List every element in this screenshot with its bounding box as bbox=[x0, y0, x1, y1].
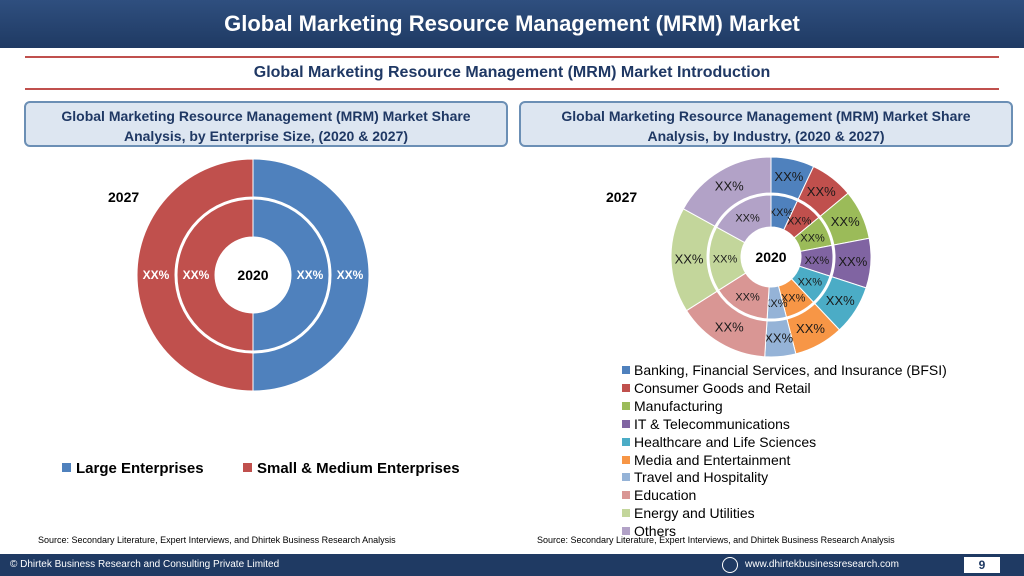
right-outer-year-label: 2027 bbox=[606, 189, 638, 205]
legend-swatch bbox=[622, 366, 630, 374]
legend-label: Education bbox=[634, 487, 697, 504]
data-label: XX% bbox=[763, 298, 788, 310]
legend-item: Others bbox=[622, 523, 947, 541]
right-panel-title: Global Marketing Resource Management (MR… bbox=[519, 101, 1013, 147]
legend-item: Banking, Financial Services, and Insuran… bbox=[622, 362, 947, 380]
legend-label: Energy and Utilities bbox=[634, 505, 755, 522]
slice-2027-0 bbox=[252, 198, 330, 352]
legend-small-medium-enterprises: Small & Medium Enterprises bbox=[243, 460, 460, 477]
data-label: XX% bbox=[787, 216, 812, 228]
data-label: XX% bbox=[800, 232, 825, 244]
data-label: XX% bbox=[735, 212, 760, 224]
legend-item: Energy and Utilities bbox=[622, 505, 947, 523]
legend-swatch bbox=[622, 401, 630, 410]
left-source-note: Source: Secondary Literature, Expert Int… bbox=[38, 535, 396, 545]
globe-icon bbox=[722, 557, 738, 573]
legend-swatch bbox=[622, 473, 630, 482]
legend-item: Manufacturing bbox=[622, 398, 947, 416]
data-label: XX% bbox=[781, 292, 806, 304]
data-label: XX% bbox=[805, 255, 830, 267]
legend-swatch bbox=[622, 509, 630, 518]
legend-item: Healthcare and Life Sciences bbox=[622, 434, 947, 452]
right-source-note: Source: Secondary Literature, Expert Int… bbox=[537, 535, 895, 545]
data-label: XX% bbox=[143, 268, 170, 282]
industry-legend: Banking, Financial Services, and Insuran… bbox=[622, 362, 947, 541]
legend-item: Education bbox=[622, 487, 947, 505]
slice-2020-9 bbox=[682, 156, 772, 227]
legend-swatch bbox=[243, 463, 252, 472]
legend-label: Manufacturing bbox=[634, 397, 723, 414]
legend-item: Travel and Hospitality bbox=[622, 469, 947, 487]
data-label: XX% bbox=[764, 331, 793, 346]
legend-label: Large Enterprises bbox=[76, 460, 204, 477]
data-label: XX% bbox=[831, 214, 860, 229]
slice-2027-1 bbox=[176, 198, 254, 352]
footer-bar: © Dhirtek Business Research and Consulti… bbox=[0, 554, 1024, 576]
data-label: XX% bbox=[774, 169, 803, 184]
data-label: XX% bbox=[337, 268, 364, 282]
legend-swatch bbox=[622, 527, 630, 536]
data-label: XX% bbox=[715, 320, 744, 335]
data-label: XX% bbox=[715, 178, 744, 193]
slice-2027-9 bbox=[715, 194, 772, 244]
data-label: XX% bbox=[796, 321, 825, 336]
legend-label: Healthcare and Life Sciences bbox=[634, 433, 817, 450]
legend-label: Banking, Financial Services, and Insuran… bbox=[634, 362, 947, 378]
data-label: XX% bbox=[297, 268, 324, 282]
data-label: XX% bbox=[807, 184, 836, 199]
left-outer-year-label: 2027 bbox=[108, 189, 140, 205]
footer-website[interactable]: www.dhirtekbusinessresearch.com bbox=[745, 559, 899, 570]
divider-bottom bbox=[25, 88, 999, 90]
legend-item: Consumer Goods and Retail bbox=[622, 380, 947, 398]
data-label: XX% bbox=[769, 207, 794, 219]
data-label: XX% bbox=[826, 293, 855, 308]
slice-2020-1 bbox=[136, 158, 254, 392]
legend-swatch bbox=[622, 455, 630, 464]
legend-item: IT & Telecommunications bbox=[622, 416, 947, 434]
legend-swatch bbox=[622, 383, 630, 392]
center-year-label: 2020 bbox=[755, 249, 786, 265]
data-label: XX% bbox=[183, 268, 210, 282]
data-label: XX% bbox=[735, 292, 760, 304]
legend-swatch bbox=[622, 419, 630, 428]
legend-label: Small & Medium Enterprises bbox=[257, 460, 460, 477]
divider-top bbox=[25, 56, 999, 58]
legend-large-enterprises: Large Enterprises bbox=[62, 460, 204, 477]
section-subtitle: Global Marketing Resource Management (MR… bbox=[253, 64, 771, 81]
legend-swatch bbox=[62, 463, 71, 472]
page-number: 9 bbox=[964, 557, 1000, 573]
legend-item: Media and Entertainment bbox=[622, 452, 947, 470]
legend-swatch bbox=[622, 437, 630, 446]
legend-label: Others bbox=[634, 523, 677, 540]
legend-swatch bbox=[622, 491, 630, 500]
footer-copyright: © Dhirtek Business Research and Consulti… bbox=[10, 559, 280, 570]
header-title: Global Marketing Resource Management (MR… bbox=[0, 0, 1024, 48]
left-panel-title: Global Marketing Resource Management (MR… bbox=[24, 101, 508, 147]
legend-label: Travel and Hospitality bbox=[634, 469, 769, 486]
data-label: XX% bbox=[675, 252, 704, 267]
center-year-label: 2020 bbox=[237, 267, 268, 283]
data-label: XX% bbox=[838, 254, 867, 269]
slice-2020-0 bbox=[252, 158, 370, 392]
data-label: XX% bbox=[713, 253, 738, 265]
legend-label: IT & Telecommunications bbox=[634, 415, 790, 432]
data-label: XX% bbox=[798, 277, 823, 289]
legend-label: Media and Entertainment bbox=[634, 451, 791, 468]
legend-label: Consumer Goods and Retail bbox=[634, 379, 811, 396]
